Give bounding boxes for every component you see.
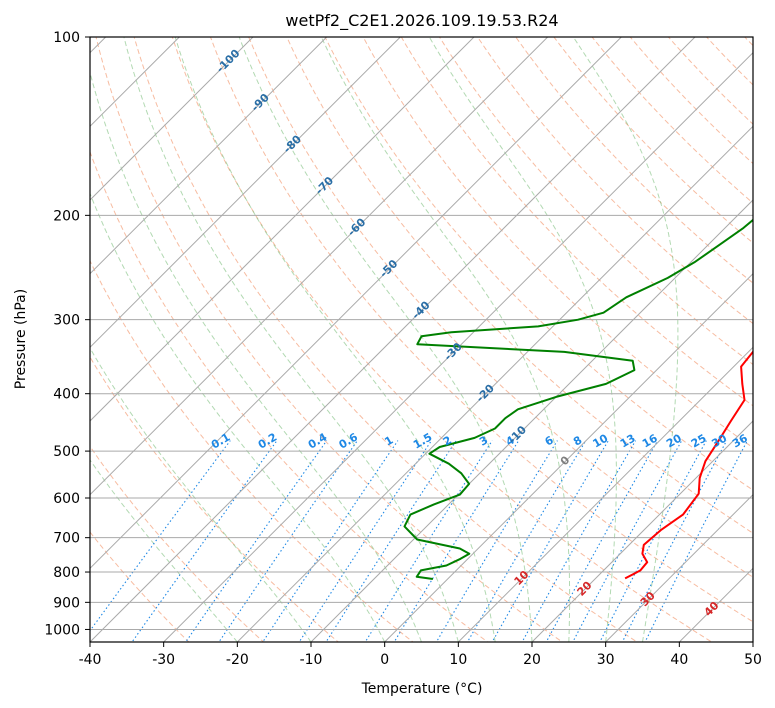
y-tick-label: 1000 (44, 622, 80, 638)
y-axis-title: Pressure (hPa) (13, 289, 29, 389)
dry-adiabat (248, 37, 753, 578)
isotherm-line (90, 37, 549, 496)
dry-adiabat (209, 37, 753, 623)
moist-adiabat (428, 37, 617, 642)
x-tick-label: 50 (744, 652, 762, 668)
isotherm-line (90, 37, 401, 349)
y-tick-label: 800 (53, 565, 80, 581)
plot-frame (89, 36, 754, 643)
moist-adiabat (572, 37, 679, 642)
dry-adiabat (760, 14, 775, 654)
isotherm-line (752, 641, 753, 642)
dry-adiabat (95, 37, 564, 642)
isotherm-line (457, 346, 753, 642)
dry-adiabat (90, 259, 414, 642)
y-tick-label: 600 (53, 491, 80, 507)
isotherm-line (310, 199, 753, 642)
moist-adiabat (174, 37, 496, 642)
temperature-profile (624, 350, 753, 580)
moist-adiabat (90, 459, 238, 642)
y-tick-label: 100 (53, 30, 80, 46)
mixing-ratio-line (599, 440, 707, 642)
x-tick-label: -40 (79, 652, 102, 668)
y-tick-label: 900 (53, 595, 80, 611)
mixing-ratio-line (466, 440, 587, 642)
mixing-ratio-line (545, 440, 659, 642)
y-tick-label: 500 (53, 444, 80, 460)
chart-title: wetPf2_C2E1.2026.109.19.53.R24 (285, 11, 558, 31)
moist-adiabat (123, 37, 459, 642)
x-axis: -40 -30 -20 -10 0 10 20 30 40 50 (79, 642, 762, 668)
x-tick-label: 20 (523, 652, 541, 668)
isotherm-line (90, 37, 622, 570)
mixing-ratio-line (644, 440, 748, 642)
dry-adiabat (90, 531, 190, 642)
moist-adiabat (320, 37, 571, 642)
mixing-ratio-line (262, 440, 399, 642)
dewpoint-profile (403, 218, 753, 580)
isotherm-line (90, 37, 328, 275)
dry-adiabat (171, 37, 713, 642)
mixing-ratio-line (364, 440, 493, 642)
isotherm-line (605, 493, 753, 642)
isotherm-line (236, 125, 753, 642)
y-tick-label: 300 (53, 313, 80, 329)
moist-adiabat (90, 192, 386, 642)
y-tick-label: 200 (53, 208, 80, 224)
y-tick-label: 400 (53, 387, 80, 403)
isotherm-line (384, 272, 753, 642)
mixing-ratio-line (521, 440, 637, 642)
x-tick-label: -20 (226, 652, 249, 668)
dry-adiabat (90, 150, 489, 642)
dry-adiabat (438, 37, 753, 366)
x-tick-label: 30 (597, 652, 615, 668)
dry-adiabat (400, 37, 753, 407)
x-axis-title: Temperature (°C) (361, 681, 483, 697)
mixing-ratio-line (572, 440, 683, 642)
moist-adiabat (238, 37, 533, 642)
mixing-ratio-line (491, 440, 609, 642)
dry-adiabat (133, 37, 638, 642)
y-tick-label: 700 (53, 531, 80, 547)
y-axis: 100 200 300 400 500 600 700 800 900 1000 (44, 30, 90, 638)
isotherm-line (163, 51, 753, 642)
x-tick-label: -10 (300, 652, 323, 668)
profiles (403, 218, 753, 580)
isotherm-line (90, 37, 696, 642)
x-tick-label: 0 (380, 652, 389, 668)
x-tick-label: -30 (152, 652, 175, 668)
mixing-ratio-line (131, 440, 278, 642)
mixing-ratio-line (298, 440, 432, 642)
dry-adiabat (591, 37, 753, 204)
background-lines (90, 14, 775, 654)
dry-adiabat (515, 37, 753, 284)
x-tick-label: 40 (670, 652, 688, 668)
dry-adiabat (324, 37, 753, 491)
dry-adiabat (629, 37, 753, 165)
mixing-ratio-line (621, 440, 728, 642)
grid (90, 37, 753, 642)
isotherm-line (531, 420, 753, 642)
mixing-ratio-line (435, 440, 558, 642)
x-tick-label: 10 (449, 652, 467, 668)
isotherm-line (90, 37, 475, 422)
dry-adiabat (286, 37, 753, 534)
isotherm-line (90, 37, 254, 201)
mixing-ratio-line (325, 440, 457, 642)
